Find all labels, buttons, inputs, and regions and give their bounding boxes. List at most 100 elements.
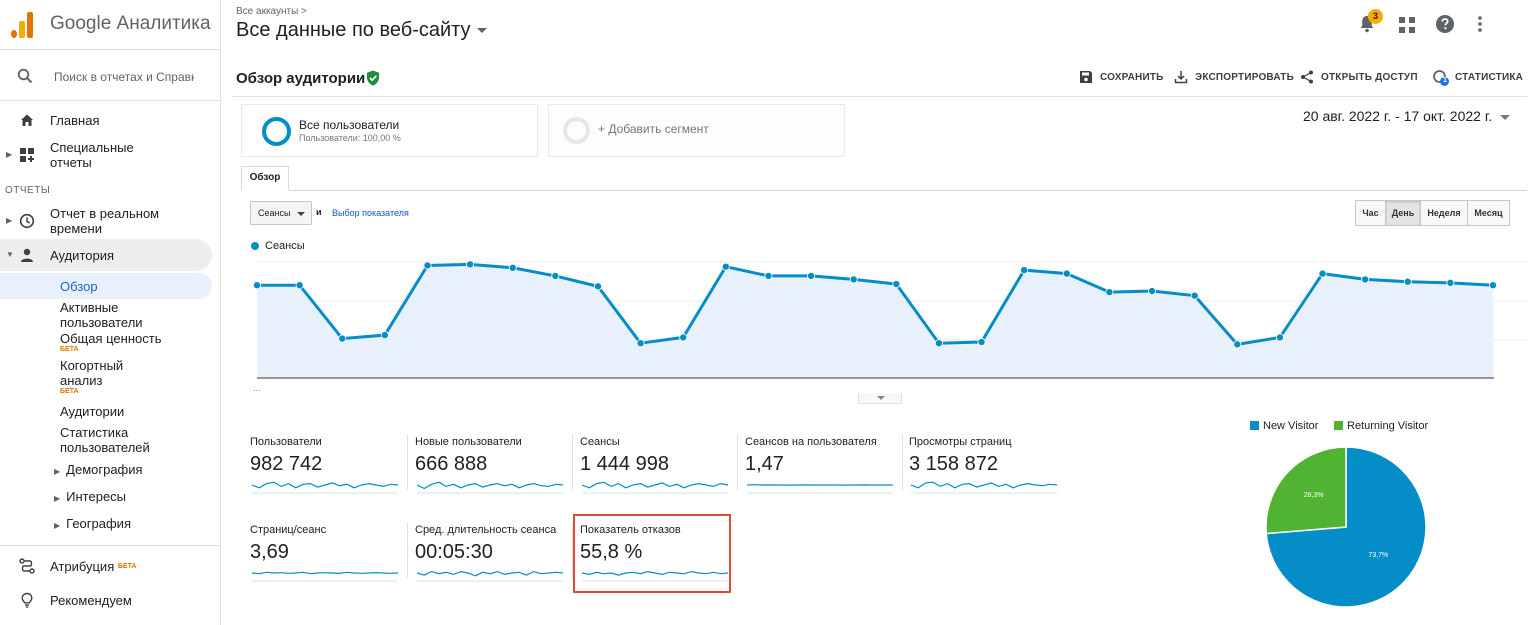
- sessions-point: [1275, 333, 1284, 342]
- share-icon: [1301, 70, 1313, 84]
- segment-all-users[interactable]: Все пользователи Пользователи: 100,00 %: [241, 104, 538, 157]
- sessions-point: [934, 339, 943, 348]
- search-icon: [17, 68, 33, 84]
- sessions-area: [257, 264, 1493, 378]
- metric-tile[interactable]: Просмотры страниц 3 158 872: [909, 436, 1069, 508]
- bounce-rate-highlight-box: [573, 514, 731, 593]
- metric-tile[interactable]: Новые пользователи 666 888: [415, 436, 575, 508]
- sessions-point: [380, 331, 389, 340]
- reports-section-label: ОТЧЕТЫ: [5, 185, 51, 196]
- metric-tile[interactable]: Показатель отказов 55,8 %: [580, 524, 740, 596]
- sessions-point: [466, 260, 475, 269]
- export-button[interactable]: ЭКСПОРТИРОВАТЬ: [1174, 71, 1294, 84]
- metric-tile[interactable]: Сред. длительность сеанса 00:05:30: [415, 524, 575, 596]
- segment-subtitle: Пользователи: 100,00 %: [299, 133, 401, 143]
- home-icon: [21, 114, 33, 126]
- breadcrumb[interactable]: Все аккаунты >: [236, 6, 307, 17]
- metric-label: Сред. длительность сеанса: [415, 524, 557, 536]
- sidebar-search[interactable]: Поиск в отчетах и Справке: [0, 51, 221, 101]
- sidebar-subitem-demographics[interactable]: ▶ Демография: [54, 462, 143, 479]
- help-icon[interactable]: [1435, 14, 1455, 34]
- attribution-label: Атрибуция: [50, 559, 115, 574]
- pie-legend-label: New Visitor: [1263, 420, 1319, 432]
- pie-legend-label: Returning Visitor: [1347, 420, 1429, 432]
- more-vert-icon[interactable]: [1472, 14, 1488, 34]
- sidebar-item-label: Атрибуция БЕТА: [50, 559, 136, 574]
- tab-overview[interactable]: Обзор: [241, 166, 289, 191]
- line-chart-layer: [252, 260, 1527, 379]
- analytics-logo-icon[interactable]: [11, 10, 35, 38]
- sidebar-subitem-audiences[interactable]: Аудитории: [60, 404, 125, 419]
- insights-button[interactable]: 1 СТАТИСТИКА: [1433, 70, 1523, 86]
- granularity-week-button[interactable]: Неделя: [1420, 200, 1468, 226]
- pie-legend-new-visitor[interactable]: New Visitor: [1250, 420, 1318, 432]
- metric-tile-divider: [407, 434, 408, 490]
- sidebar-subitem-label: Интересы: [66, 489, 127, 504]
- attribution-path-icon: [19, 558, 35, 574]
- sessions-line: [257, 262, 1494, 346]
- add-segment-button[interactable]: + Добавить сегмент: [548, 104, 845, 157]
- sessions-point: [892, 280, 901, 289]
- sidebar-subitem-overview-highlight: [0, 273, 212, 299]
- metric-tile[interactable]: Сеансов на пользователя 1,47: [745, 436, 905, 508]
- collapse-arrow-icon[interactable]: ▼: [6, 250, 14, 259]
- export-label: ЭКСПОРТИРОВАТЬ: [1195, 72, 1294, 83]
- sessions-point: [1403, 277, 1412, 286]
- sidebar-subitem-geo[interactable]: ▶ География: [54, 516, 131, 533]
- sidebar-item-attribution[interactable]: Атрибуция БЕТА: [0, 556, 212, 576]
- metric-label: Просмотры страниц: [909, 436, 1012, 448]
- chart-footer-dots: ...: [253, 383, 261, 393]
- share-label: ОТКРЫТЬ ДОСТУП: [1321, 72, 1418, 83]
- sessions-point: [1489, 281, 1498, 290]
- sidebar-item-recommend[interactable]: Рекомендуем: [0, 590, 212, 610]
- granularity-month-button[interactable]: Месяц: [1467, 200, 1510, 226]
- metric-tile-divider: [737, 434, 738, 490]
- header-divider: [232, 96, 1527, 97]
- sessions-point: [807, 271, 816, 280]
- sidebar-subitem-overview[interactable]: Обзор: [60, 279, 98, 294]
- sidebar-item-audience[interactable]: ▼ Аудитория: [0, 239, 212, 271]
- person-icon: [21, 248, 33, 262]
- granularity-hour-button[interactable]: Час: [1355, 200, 1386, 226]
- sessions-point: [764, 271, 773, 280]
- share-button[interactable]: ОТКРЫТЬ ДОСТУП: [1301, 70, 1418, 84]
- select-metric-link[interactable]: Выбор показателя: [332, 208, 409, 218]
- sessions-point: [551, 271, 560, 280]
- date-range-picker[interactable]: 20 авг. 2022 г. - 17 окт. 2022 г.: [1303, 108, 1511, 124]
- property-selector[interactable]: Все данные по веб-сайту: [236, 19, 487, 42]
- granularity-day-button[interactable]: День: [1385, 200, 1421, 226]
- sessions-legend-label: Сеансы: [265, 240, 305, 252]
- sidebar-subitem-user-explorer[interactable]: Статистика пользователей: [60, 425, 150, 455]
- sessions-point: [849, 275, 858, 284]
- metric-label: Пользователи: [250, 436, 322, 448]
- metric-dropdown[interactable]: Сеансы: [250, 201, 312, 225]
- sidebar-item-realtime[interactable]: ▶ Отчет в реальном времени: [0, 205, 212, 237]
- pie-legend-returning-visitor[interactable]: Returning Visitor: [1334, 420, 1428, 432]
- sidebar-item-label: Специальные отчеты: [50, 140, 134, 170]
- metric-tile[interactable]: Пользователи 982 742: [250, 436, 410, 508]
- sidebar-subitem-lifetime-value[interactable]: Общая ценность БЕТА: [60, 331, 180, 354]
- chevron-down-icon: [1500, 114, 1511, 120]
- brand-header: Google Аналитика: [0, 0, 221, 50]
- sessions-point: [295, 281, 304, 290]
- page-title: Обзор аудитории: [236, 70, 366, 87]
- sidebar-subitem-active-users[interactable]: Активные пользователи: [60, 300, 143, 330]
- metric-tile[interactable]: Страниц/сеанс 3,69: [250, 524, 410, 596]
- search-input[interactable]: Поиск в отчетах и Справке: [54, 70, 194, 84]
- metric-value: 1 444 998: [580, 453, 669, 475]
- save-icon: [1080, 71, 1092, 83]
- sidebar-subitem-cohort[interactable]: Когортный анализ БЕТА: [60, 358, 150, 396]
- sidebar-subitem-interests[interactable]: ▶ Интересы: [54, 489, 126, 506]
- app-title[interactable]: Google Аналитика: [50, 13, 211, 34]
- pie-slice-label: 26,3%: [1304, 492, 1324, 499]
- sidebar-item-label: Аудитория: [50, 248, 115, 263]
- chart-expand-toggle[interactable]: [858, 393, 902, 404]
- expand-arrow-icon[interactable]: ▶: [6, 150, 13, 159]
- apps-grid-icon[interactable]: [1398, 15, 1416, 35]
- metric-tile[interactable]: Сеансы 1 444 998: [580, 436, 740, 508]
- sidebar-item-custom-reports[interactable]: ▶ Специальные отчеты: [0, 139, 212, 171]
- save-button[interactable]: СОХРАНИТЬ: [1080, 71, 1164, 83]
- expand-arrow-icon[interactable]: ▶: [6, 216, 13, 225]
- sidebar-item-home[interactable]: Главная: [0, 110, 212, 130]
- sessions-point: [1190, 291, 1199, 300]
